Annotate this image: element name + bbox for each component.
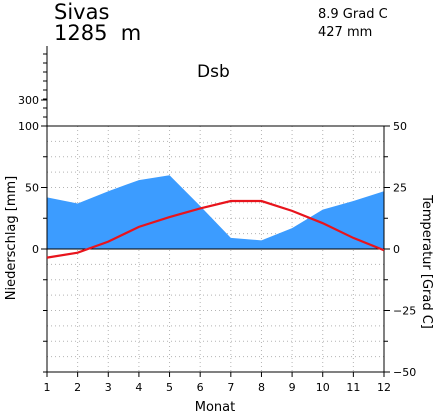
y-right-tick-label: 25 (393, 182, 407, 195)
y-axis-right-label: Temperatur [Grad C] (419, 194, 434, 329)
x-tick-label: 10 (316, 381, 330, 394)
x-tick-label: 4 (135, 381, 142, 394)
x-axis-label: Monat (195, 400, 235, 415)
x-tick-label: 12 (377, 381, 391, 394)
y-left-tick-label: 0 (32, 243, 39, 256)
temperature-line (46, 199, 385, 259)
y-right-tick-label: 0 (393, 243, 400, 256)
y-axis-left-label: Niederschlag [mm] (4, 176, 19, 301)
x-tick-label: 3 (105, 381, 112, 394)
annual-precipitation: 427 mm (318, 25, 372, 40)
y-left-tick-label: 100 (18, 120, 39, 133)
y-upper-tick-label: 300 (18, 94, 39, 107)
y-right-tick-label: −25 (393, 305, 416, 318)
x-tick-label: 11 (346, 381, 360, 394)
x-tick-label: 2 (74, 381, 81, 394)
y-left-tick-label: 50 (25, 182, 39, 195)
precipitation-area (47, 175, 384, 249)
climate-class: Dsb (197, 62, 230, 82)
x-tick-label: 9 (289, 381, 296, 394)
x-tick-label: 5 (166, 381, 173, 394)
x-tick-label: 8 (258, 381, 265, 394)
station-elevation: 1285 m (54, 21, 141, 45)
x-tick-label: 6 (197, 381, 204, 394)
mean-temperature: 8.9 Grad C (318, 7, 388, 22)
x-tick-label: 7 (227, 381, 234, 394)
y-right-tick-label: 50 (393, 120, 407, 133)
y-right-tick-label: −50 (393, 366, 416, 379)
station-name: Sivas (54, 0, 109, 24)
x-tick-label: 1 (44, 381, 51, 394)
data-points (46, 175, 385, 258)
